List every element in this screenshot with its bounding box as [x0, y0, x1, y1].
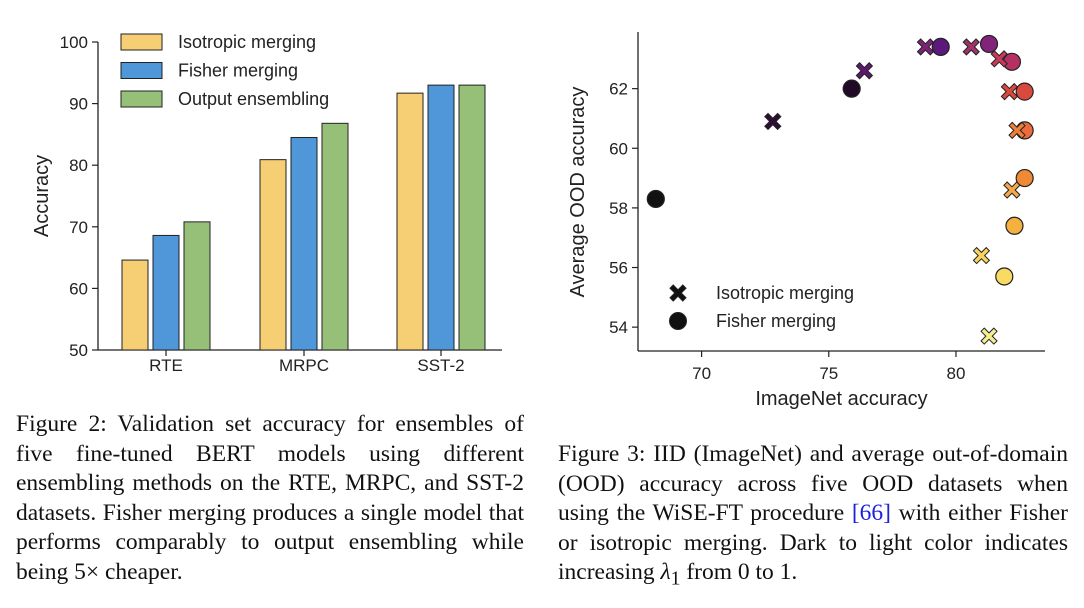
figure-3-caption-end: from 0 to 1. — [680, 559, 798, 585]
bar — [427, 84, 455, 351]
fisher-merging-point — [1005, 216, 1024, 235]
isotropic-merging-point — [980, 327, 998, 345]
bar-chart: 50 60 70 80 90 100 Accuracy RTE MRPC SST-2 Isotro… — [31, 32, 502, 375]
y-tick-label: 62 — [609, 80, 628, 99]
x-tick-label: RTE — [149, 356, 183, 375]
fisher-merging-point — [995, 267, 1014, 286]
bar — [321, 122, 349, 351]
figure-2-caption-end: cheaper. — [99, 558, 183, 585]
x-axis-label: ImageNet accuracy — [755, 388, 927, 410]
isotropic-merging-point — [962, 38, 980, 56]
legend-circle-marker — [669, 312, 687, 330]
legend-label: Fisher merging — [716, 311, 836, 331]
lambda-symbol: λ — [660, 559, 671, 585]
y-tick-label: 60 — [69, 279, 88, 298]
legend-cross-marker — [669, 284, 687, 302]
bar — [121, 259, 149, 351]
y-axis-label: Average OOD accuracy — [567, 87, 589, 298]
fisher-merging-point — [931, 37, 950, 57]
figure-3-caption: Figure 3: IID (ImageNet) and average out… — [558, 440, 1068, 594]
y-tick-label: 80 — [69, 156, 88, 175]
fisher-merging-point — [1015, 82, 1034, 101]
isotropic-merging-point — [916, 38, 935, 56]
isotropic-merging-point — [1008, 121, 1026, 140]
bar — [152, 234, 180, 351]
x-tick-label: 75 — [819, 364, 838, 383]
y-tick-label: 58 — [609, 199, 628, 218]
legend-label: Isotropic merging — [178, 32, 316, 52]
lambda-subscript: 1 — [670, 568, 681, 590]
y-tick-label: 100 — [60, 33, 88, 52]
fisher-merging-point — [979, 34, 999, 54]
y-tick-label: 50 — [69, 341, 88, 360]
bar-chart-axes: 50 60 70 80 90 100 Accuracy RTE MRPC SST-2 — [31, 33, 502, 375]
bar — [396, 92, 424, 351]
y-tick-label: 54 — [609, 318, 628, 337]
isotropic-merging-point — [972, 246, 991, 265]
x-tick-label: MRPC — [279, 356, 329, 375]
y-axis-label: Accuracy — [31, 155, 53, 237]
isotropic-merging-point — [764, 112, 782, 131]
figure-2-caption-text: Figure 2: Validation set accuracy for en… — [16, 411, 524, 585]
isotropic-merging-point — [1003, 181, 1021, 199]
legend-swatch — [120, 33, 163, 51]
bar — [259, 159, 287, 351]
scatter-chart-points — [646, 34, 1034, 345]
isotropic-merging-point — [1000, 82, 1019, 101]
x-tick-label: 70 — [692, 364, 711, 383]
isotropic-merging-point — [990, 50, 1008, 68]
y-tick-label: 56 — [609, 259, 628, 278]
fisher-merging-point — [1015, 168, 1034, 188]
bar-chart-legend: Isotropic merging Fisher merging Output en… — [120, 32, 329, 109]
fisher-merging-point — [842, 79, 861, 98]
isotropic-merging-point — [855, 62, 874, 80]
x-tick-label: SST-2 — [417, 356, 464, 375]
y-tick-label: 90 — [69, 95, 88, 114]
fisher-merging-point — [646, 189, 665, 209]
legend-label: Fisher merging — [178, 61, 298, 81]
legend-label: Isotropic merging — [716, 283, 854, 303]
citation-link[interactable]: [66] — [851, 500, 891, 526]
legend-swatch — [120, 62, 163, 79]
figure-3-caption-middle: with either Fisher or isotropic merging.… — [558, 500, 1068, 585]
scatter-chart-legend: Isotropic merging Fisher merging — [669, 283, 854, 331]
bar — [458, 84, 486, 351]
figure-2-caption: Figure 2: Validation set accuracy for en… — [16, 410, 524, 587]
scatter-chart: 70 75 80 54 56 58 60 62 ImageNet accuracy Average… — [567, 32, 1045, 410]
y-tick-label: 60 — [609, 139, 628, 158]
bar — [290, 136, 318, 351]
y-tick-label: 70 — [69, 218, 88, 237]
figure-2-caption-factor: 5× — [74, 558, 100, 585]
legend-label: Output ensembling — [178, 89, 329, 109]
bar-chart-bars — [121, 84, 486, 351]
figure-3-caption-text: Figure 3: IID (ImageNet) and average out… — [558, 441, 1068, 526]
bar — [183, 221, 211, 351]
legend-swatch — [120, 90, 163, 108]
x-tick-label: 80 — [947, 364, 966, 383]
scatter-chart-axes: 70 75 80 54 56 58 60 62 ImageNet accuracy Average… — [567, 32, 1045, 410]
